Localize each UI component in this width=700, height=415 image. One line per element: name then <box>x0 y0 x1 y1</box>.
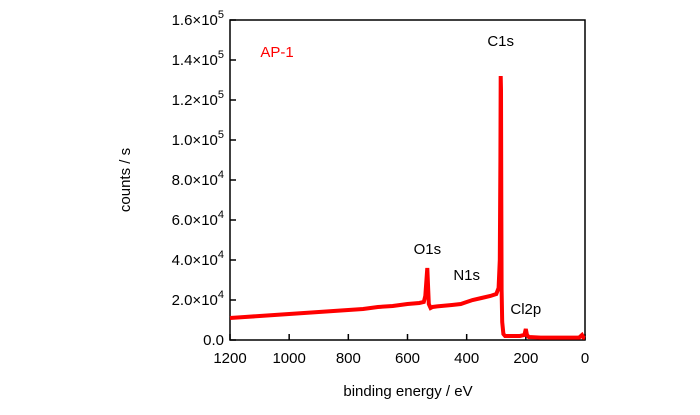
y-tick-label: 1.0×105 <box>172 129 224 149</box>
y-tick-label: 0.0 <box>203 332 224 349</box>
y-axis: 0.0 2.0×104 4.0×104 6.0×104 8.0×104 1.0×105 1.… <box>172 9 236 349</box>
x-tick-label: 0 <box>581 350 589 367</box>
x-tick-label: 200 <box>513 350 538 367</box>
y-tick-label: 1.6×105 <box>172 9 224 29</box>
x-tick-label: 1200 <box>213 350 246 367</box>
y-tick-label: 4.0×104 <box>172 249 224 269</box>
y-axis-title: counts / s <box>117 148 134 212</box>
x-tick-label: 1000 <box>272 350 305 367</box>
x-tick-label: 400 <box>454 350 479 367</box>
series-label: AP-1 <box>260 44 293 61</box>
series-layer <box>229 75 586 340</box>
x-tick-label: 600 <box>395 350 420 367</box>
peak-label: O1s <box>414 241 442 258</box>
y-tick-label: 1.4×105 <box>172 49 224 69</box>
y-tick-label: 8.0×104 <box>172 169 224 189</box>
x-axis-title: binding energy / eV <box>343 383 472 400</box>
y-tick-label: 2.0×104 <box>172 289 224 309</box>
plot-border <box>229 19 586 341</box>
y-tick-label: 1.2×105 <box>172 89 224 109</box>
plot-area <box>229 19 586 341</box>
peak-label: Cl2p <box>510 301 541 318</box>
x-axis: 1200 1000 800 600 400 200 0 <box>213 334 589 367</box>
series-line <box>229 75 586 340</box>
peak-label: N1s <box>453 267 480 284</box>
peak-label: C1s <box>487 33 514 50</box>
y-tick-label: 6.0×104 <box>172 209 224 229</box>
peak-annotations: C1s O1s N1s Cl2p <box>414 33 542 318</box>
x-tick-label: 800 <box>336 350 361 367</box>
